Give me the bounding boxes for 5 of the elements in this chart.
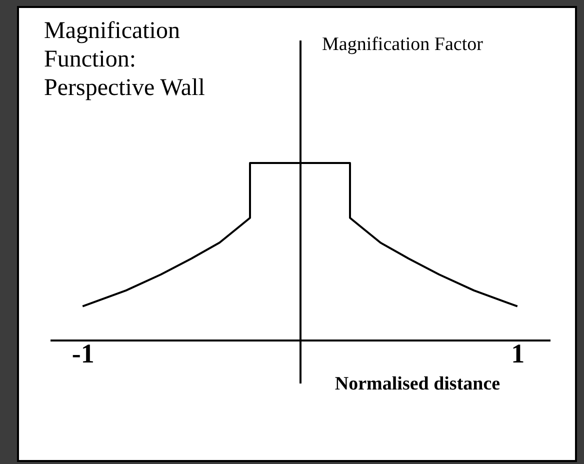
x-tick-label: -1 [72, 338, 94, 368]
x-axis-title: Normalised distance [334, 374, 500, 394]
text: Magnification Factor [322, 34, 484, 55]
chart-title: Magnification Function: Perspective Wall [44, 18, 206, 101]
x-tick-label: 1 [511, 338, 525, 368]
